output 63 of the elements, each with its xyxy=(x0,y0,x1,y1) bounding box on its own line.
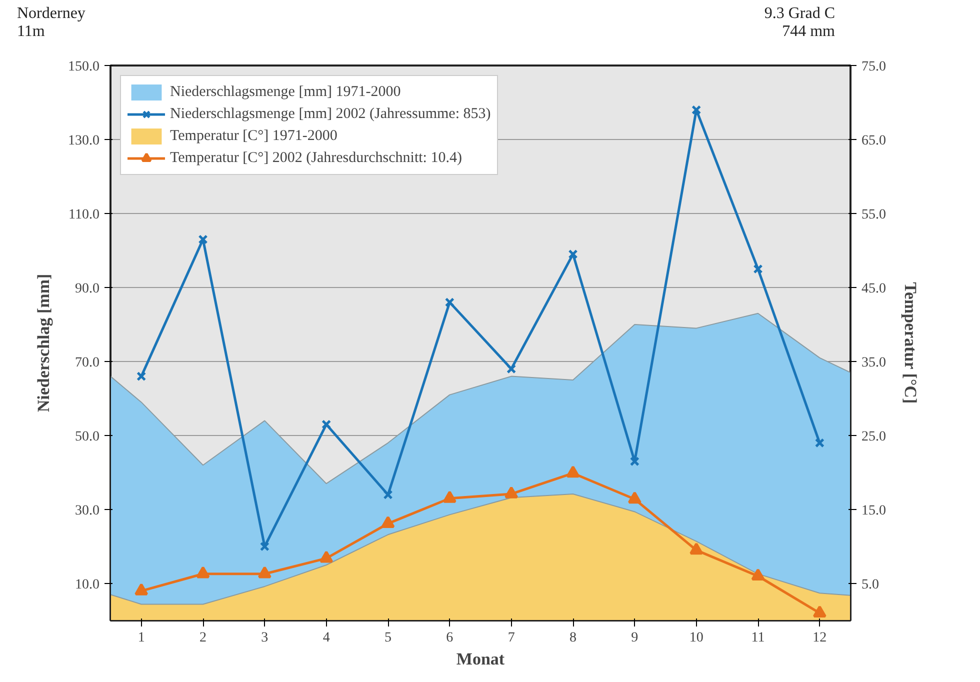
y-tick-label: 10.0 xyxy=(75,578,100,592)
y-tick-label: 70.0 xyxy=(75,356,100,370)
x-tick-label: 11 xyxy=(751,630,765,646)
point xyxy=(504,486,518,498)
point xyxy=(258,566,272,578)
legend-label: Niederschlagsmenge [mm] 2002 (Jahressumme: 853) xyxy=(170,106,491,122)
point xyxy=(814,438,824,448)
legend-label: Temperatur [C°] 1971-2000 xyxy=(170,128,338,144)
point xyxy=(444,298,454,308)
y-tick-label: 90.0 xyxy=(75,282,100,296)
point xyxy=(812,606,826,618)
y-tick-label: 50.0 xyxy=(75,430,100,444)
point xyxy=(136,372,146,382)
x-tick-label: 3 xyxy=(261,630,268,646)
point xyxy=(322,420,332,430)
y2-tick-label: 65.0 xyxy=(862,134,886,148)
x-tick-label: 7 xyxy=(508,630,515,646)
point xyxy=(692,105,702,115)
y2-tick-label: 75.0 xyxy=(862,60,886,74)
point xyxy=(320,550,334,563)
point xyxy=(198,234,208,244)
point xyxy=(630,456,640,466)
text: 744 mm xyxy=(781,23,835,41)
y2-tick-label: 25.0 xyxy=(862,430,886,444)
text: Norderney xyxy=(17,5,86,23)
x-tick-label: 8 xyxy=(570,630,576,646)
legend-label: Niederschlagsmenge [mm] 1971-2000 xyxy=(170,84,401,100)
text: 9.3 Grad C xyxy=(764,5,835,23)
y-axis-title: Niederschlag [mm] xyxy=(34,274,53,412)
point xyxy=(568,249,578,259)
point xyxy=(134,583,148,596)
x-tick-label: 12 xyxy=(812,630,827,646)
x-tick-label: 5 xyxy=(384,630,392,646)
x-tick-label: 10 xyxy=(689,630,704,646)
point xyxy=(628,492,642,504)
point xyxy=(260,542,270,552)
point xyxy=(381,516,395,528)
text: 11m xyxy=(17,23,46,41)
point xyxy=(690,542,704,555)
y2-tick-label: 45.0 xyxy=(862,282,886,296)
y-tick-label: 30.0 xyxy=(75,504,100,518)
y-tick-label: 130.0 xyxy=(68,134,100,148)
point xyxy=(751,568,765,581)
y-tick-label: 150.0 xyxy=(68,60,100,74)
y2-tick-label: 15.0 xyxy=(862,504,886,518)
x-axis-title: Monat xyxy=(456,650,505,668)
point xyxy=(196,566,210,578)
point xyxy=(442,490,456,503)
point xyxy=(753,264,763,274)
y2-axis-title: Temperatur [°C] xyxy=(901,282,920,404)
y2-tick-label: 55.0 xyxy=(862,208,886,222)
x-tick-label: 2 xyxy=(200,630,206,646)
x-tick-label: 4 xyxy=(322,630,330,646)
point xyxy=(506,364,516,374)
y2-tick-label: 35.0 xyxy=(862,356,886,370)
y-tick-label: 110.0 xyxy=(68,208,100,222)
x-tick-label: 9 xyxy=(631,630,638,646)
x-tick-label: 6 xyxy=(446,630,454,646)
point xyxy=(566,466,580,478)
legend-label: Temperatur [C°] 2002 (Jahresdurchschnitt: 10.4) xyxy=(170,150,462,166)
x-tick-label: 1 xyxy=(138,630,145,646)
point xyxy=(383,490,393,500)
y2-tick-label: 5.0 xyxy=(862,578,879,592)
